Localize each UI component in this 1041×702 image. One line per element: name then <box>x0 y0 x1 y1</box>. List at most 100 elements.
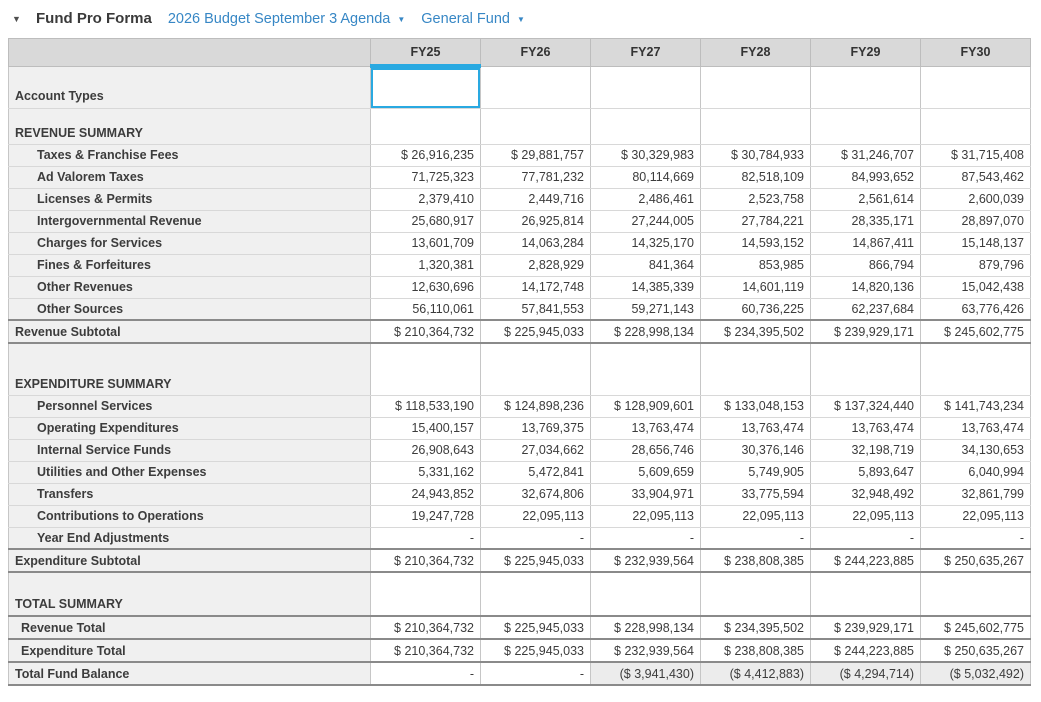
cell-fy30[interactable] <box>920 65 1031 109</box>
row-label[interactable]: Other Revenues <box>8 275 371 299</box>
cell-fy30[interactable]: 87,543,462 <box>920 165 1031 189</box>
row-label[interactable]: Licenses & Permits <box>8 187 371 211</box>
cell-fy25[interactable]: - <box>370 661 481 686</box>
cell-fy29[interactable]: 32,948,492 <box>810 482 921 506</box>
cell-fy25[interactable]: $ 210,364,732 <box>370 548 481 573</box>
cell-fy30[interactable]: 15,042,438 <box>920 275 1031 299</box>
cell-fy29[interactable]: 84,993,652 <box>810 165 921 189</box>
cell-fy29[interactable] <box>810 571 921 617</box>
cell-fy27[interactable]: 13,763,474 <box>590 416 701 440</box>
cell-fy25[interactable] <box>370 342 481 396</box>
cell-fy27[interactable]: $ 128,909,601 <box>590 394 701 418</box>
cell-fy25[interactable] <box>370 107 481 145</box>
cell-fy25[interactable]: $ 26,916,235 <box>370 143 481 167</box>
cell-fy25[interactable]: $ 210,364,732 <box>370 615 481 640</box>
column-header-fy29[interactable]: FY29 <box>810 38 921 67</box>
row-label[interactable]: Other Sources <box>8 297 371 321</box>
cell-fy27[interactable] <box>590 571 701 617</box>
cell-fy25[interactable]: 12,630,696 <box>370 275 481 299</box>
cell-fy28[interactable]: $ 30,784,933 <box>700 143 811 167</box>
cell-fy30[interactable] <box>920 571 1031 617</box>
row-label[interactable]: Revenue Subtotal <box>8 319 371 344</box>
cell-fy28[interactable]: 82,518,109 <box>700 165 811 189</box>
cell-fy26[interactable]: $ 225,945,033 <box>480 548 591 573</box>
cell-fy25[interactable]: 5,331,162 <box>370 460 481 484</box>
cell-fy29[interactable] <box>810 342 921 396</box>
column-header-fy26[interactable]: FY26 <box>480 38 591 67</box>
cell-fy28[interactable]: 30,376,146 <box>700 438 811 462</box>
cell-fy28[interactable]: $ 238,808,385 <box>700 548 811 573</box>
cell-fy26[interactable] <box>480 65 591 109</box>
fund-dropdown[interactable]: General Fund ▼ <box>421 11 525 27</box>
cell-fy29[interactable]: $ 31,246,707 <box>810 143 921 167</box>
cell-fy26[interactable]: 14,063,284 <box>480 231 591 255</box>
cell-fy27[interactable] <box>590 107 701 145</box>
cell-fy30[interactable]: - <box>920 526 1031 550</box>
cell-fy25[interactable]: 2,379,410 <box>370 187 481 211</box>
cell-fy28[interactable]: 14,593,152 <box>700 231 811 255</box>
cell-fy25[interactable] <box>370 65 481 109</box>
cell-fy26[interactable]: - <box>480 661 591 686</box>
cell-fy29[interactable]: 62,237,684 <box>810 297 921 321</box>
column-header-fy28[interactable]: FY28 <box>700 38 811 67</box>
cell-fy29[interactable]: 866,794 <box>810 253 921 277</box>
cell-fy28[interactable]: 22,095,113 <box>700 504 811 528</box>
cell-fy27[interactable]: 5,609,659 <box>590 460 701 484</box>
row-label[interactable]: TOTAL SUMMARY <box>8 571 371 617</box>
cell-fy29[interactable] <box>810 107 921 145</box>
cell-fy28[interactable]: $ 234,395,502 <box>700 319 811 344</box>
collapse-caret-icon[interactable]: ▼ <box>12 13 21 24</box>
cell-fy26[interactable]: 2,449,716 <box>480 187 591 211</box>
cell-fy27[interactable]: 14,325,170 <box>590 231 701 255</box>
cell-fy29[interactable]: 5,893,647 <box>810 460 921 484</box>
row-label[interactable]: Ad Valorem Taxes <box>8 165 371 189</box>
cell-fy27[interactable]: ($ 3,941,430) <box>590 661 701 686</box>
cell-fy27[interactable]: 14,385,339 <box>590 275 701 299</box>
cell-fy25[interactable]: $ 118,533,190 <box>370 394 481 418</box>
cell-fy25[interactable]: 19,247,728 <box>370 504 481 528</box>
cell-fy27[interactable]: 841,364 <box>590 253 701 277</box>
row-label[interactable]: Revenue Total <box>8 615 371 640</box>
cell-fy26[interactable] <box>480 342 591 396</box>
cell-fy27[interactable]: 28,656,746 <box>590 438 701 462</box>
cell-fy26[interactable]: $ 225,945,033 <box>480 615 591 640</box>
column-header-fy27[interactable]: FY27 <box>590 38 701 67</box>
row-label[interactable]: Expenditure Total <box>8 638 371 663</box>
cell-fy29[interactable]: - <box>810 526 921 550</box>
cell-fy29[interactable]: $ 244,223,885 <box>810 548 921 573</box>
cell-fy26[interactable]: 26,925,814 <box>480 209 591 233</box>
cell-fy27[interactable]: 22,095,113 <box>590 504 701 528</box>
cell-fy29[interactable]: $ 239,929,171 <box>810 319 921 344</box>
column-header-fy30[interactable]: FY30 <box>920 38 1031 67</box>
cell-fy27[interactable]: $ 30,329,983 <box>590 143 701 167</box>
cell-fy27[interactable]: 2,486,461 <box>590 187 701 211</box>
cell-fy28[interactable]: 14,601,119 <box>700 275 811 299</box>
cell-fy29[interactable]: ($ 4,294,714) <box>810 661 921 686</box>
cell-fy26[interactable]: $ 124,898,236 <box>480 394 591 418</box>
cell-fy26[interactable]: 57,841,553 <box>480 297 591 321</box>
cell-fy26[interactable]: $ 225,945,033 <box>480 638 591 663</box>
cell-fy30[interactable] <box>920 107 1031 145</box>
cell-fy25[interactable]: $ 210,364,732 <box>370 319 481 344</box>
cell-fy25[interactable]: 56,110,061 <box>370 297 481 321</box>
cell-fy25[interactable]: - <box>370 526 481 550</box>
row-label[interactable]: Internal Service Funds <box>8 438 371 462</box>
cell-fy30[interactable]: 22,095,113 <box>920 504 1031 528</box>
cell-fy28[interactable]: $ 238,808,385 <box>700 638 811 663</box>
cell-fy28[interactable]: $ 133,048,153 <box>700 394 811 418</box>
row-label[interactable]: Utilities and Other Expenses <box>8 460 371 484</box>
cell-fy28[interactable] <box>700 342 811 396</box>
cell-fy26[interactable]: 13,769,375 <box>480 416 591 440</box>
cell-fy27[interactable]: 59,271,143 <box>590 297 701 321</box>
cell-fy26[interactable]: $ 225,945,033 <box>480 319 591 344</box>
corner-header[interactable] <box>8 38 371 67</box>
cell-fy26[interactable]: $ 29,881,757 <box>480 143 591 167</box>
cell-fy26[interactable]: - <box>480 526 591 550</box>
cell-fy27[interactable] <box>590 342 701 396</box>
cell-fy30[interactable]: $ 250,635,267 <box>920 638 1031 663</box>
row-label[interactable]: Account Types <box>8 65 371 109</box>
row-label[interactable]: Expenditure Subtotal <box>8 548 371 573</box>
cell-fy26[interactable]: 27,034,662 <box>480 438 591 462</box>
cell-fy25[interactable]: 25,680,917 <box>370 209 481 233</box>
cell-fy29[interactable]: 28,335,171 <box>810 209 921 233</box>
